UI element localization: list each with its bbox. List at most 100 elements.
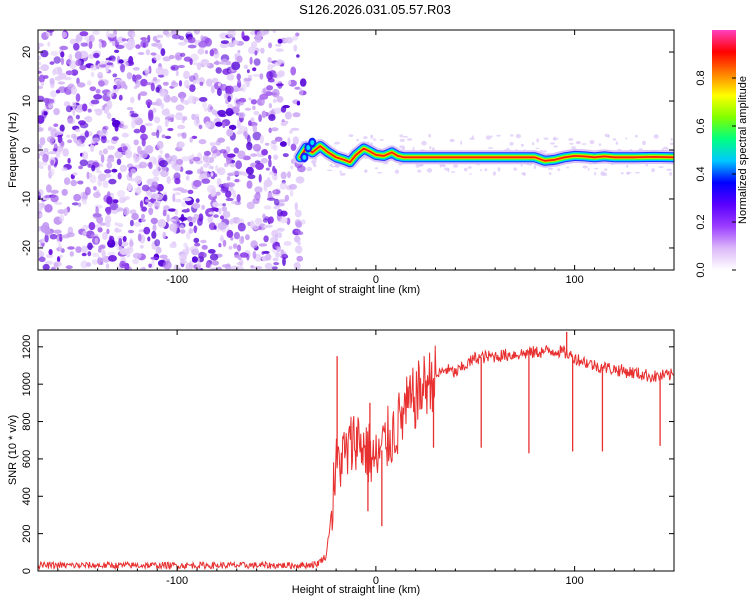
- noise-blob: [41, 241, 45, 247]
- noise-blob: [233, 147, 239, 154]
- noise-blob: [126, 72, 133, 80]
- noise-blob: [153, 77, 157, 81]
- noise-blob: [243, 64, 249, 70]
- noise-blob: [239, 258, 244, 267]
- trace-speckle: [547, 167, 554, 170]
- noise-blob: [252, 73, 261, 77]
- noise-blob: [232, 243, 238, 249]
- trace-speckle: [336, 164, 339, 168]
- trace-speckle: [669, 142, 674, 145]
- noise-blob: [211, 109, 218, 116]
- noise-blob: [299, 78, 307, 87]
- noise-blob: [162, 30, 169, 36]
- noise-blob: [276, 209, 283, 217]
- noise-blob: [130, 113, 139, 118]
- noise-blob: [148, 263, 152, 268]
- trace-speckle: [399, 138, 405, 142]
- trace-speckle: [402, 146, 405, 151]
- noise-blob: [63, 208, 68, 217]
- noise-blob: [53, 262, 59, 268]
- noise-blob: [272, 64, 276, 68]
- noise-blob: [90, 71, 95, 78]
- noise-blob: [82, 230, 87, 237]
- trace-speckle: [557, 168, 561, 172]
- noise-blob: [252, 224, 259, 231]
- noise-blob: [87, 251, 92, 257]
- noise-blob: [175, 70, 179, 77]
- noise-blob: [93, 191, 101, 199]
- trace-speckle: [428, 133, 432, 138]
- snr-y-tick-label: 400: [21, 487, 33, 505]
- noise-blob: [258, 243, 268, 247]
- noise-blob: [106, 91, 114, 98]
- noise-blob: [230, 265, 239, 270]
- noise-blob: [102, 180, 109, 188]
- noise-blob: [155, 193, 163, 201]
- noise-blob: [236, 194, 241, 203]
- noise-blob: [281, 253, 289, 260]
- noise-blob: [161, 134, 166, 139]
- noise-blob: [108, 235, 113, 245]
- trace-speckle: [453, 164, 459, 168]
- noise-blob: [210, 145, 218, 154]
- trace-speckle: [625, 137, 628, 140]
- noise-blob: [262, 213, 266, 220]
- noise-blob: [234, 178, 240, 183]
- noise-blob: [88, 222, 96, 231]
- colorbar: 0.0 0.2 0.4 0.6 0.8 Normalized spectral ampl…: [695, 30, 749, 278]
- noise-blob: [93, 186, 97, 191]
- noise-blob: [295, 221, 303, 228]
- noise-blob: [145, 99, 153, 107]
- snr-y-tick-label: 800: [21, 412, 33, 430]
- trace-speckle: [496, 134, 501, 137]
- noise-blob: [266, 197, 276, 201]
- noise-blob: [263, 224, 269, 229]
- noise-blob: [177, 42, 187, 46]
- noise-blob: [107, 33, 117, 38]
- noise-blob: [245, 166, 254, 175]
- noise-blob: [129, 240, 134, 248]
- noise-blob: [87, 163, 93, 168]
- noise-blob: [289, 129, 293, 134]
- noise-blob: [276, 59, 284, 65]
- noise-blob: [106, 112, 112, 120]
- noise-blob: [201, 204, 206, 210]
- noise-blob: [287, 171, 291, 179]
- noise-blob: [140, 267, 146, 270]
- trace-speckle: [429, 146, 432, 150]
- noise-blob: [231, 200, 239, 205]
- noise-blob: [67, 157, 71, 164]
- noise-blob: [145, 145, 154, 154]
- noise-blob: [170, 96, 178, 103]
- noise-blob: [94, 237, 99, 244]
- noise-blob: [131, 39, 136, 48]
- noise-blob: [97, 71, 103, 79]
- noise-blob: [94, 204, 103, 209]
- noise-blob: [187, 189, 194, 195]
- noise-blob: [92, 252, 99, 257]
- noise-blob: [38, 123, 41, 129]
- noise-blob: [205, 261, 211, 268]
- noise-blob: [195, 198, 200, 203]
- noise-blob: [58, 243, 62, 252]
- noise-blob: [246, 69, 250, 74]
- noise-blob: [254, 160, 261, 164]
- noise-blob: [38, 55, 42, 61]
- trace-speckle: [450, 171, 456, 173]
- trace-speckle: [374, 167, 379, 170]
- noise-blob: [260, 157, 268, 164]
- noise-blob: [38, 165, 45, 169]
- noise-blob: [85, 186, 91, 196]
- noise-blob: [289, 189, 294, 197]
- trace-speckle: [469, 173, 472, 175]
- noise-blob: [88, 34, 95, 43]
- noise-blob: [75, 246, 82, 254]
- noise-blob: [165, 108, 170, 116]
- noise-blob: [273, 154, 279, 160]
- noise-blob: [261, 110, 267, 119]
- noise-blob: [162, 81, 169, 86]
- snr-y-tick-label: 0: [21, 568, 33, 574]
- noise-blob: [116, 246, 123, 251]
- noise-blob: [275, 48, 284, 52]
- snr-x-axis-label: Height of straight line (km): [292, 584, 420, 596]
